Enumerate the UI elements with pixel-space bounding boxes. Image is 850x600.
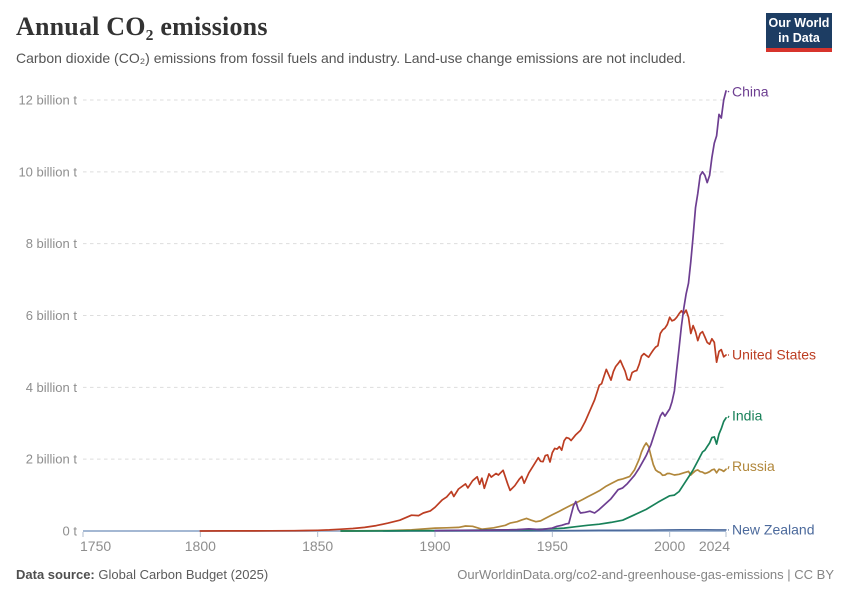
y-axis-tick-label: 6 billion t <box>26 308 78 323</box>
x-axis-tick-label: 1950 <box>537 538 568 554</box>
y-axis-tick-label: 2 billion t <box>26 452 78 467</box>
y-axis-tick-label: 8 billion t <box>26 236 78 251</box>
series-line-united-states <box>199 309 727 532</box>
owid-logo-line2: in Data <box>778 31 820 45</box>
series-connector-russia <box>727 466 730 470</box>
series-label-russia: Russia <box>732 458 775 474</box>
chart-footer: Data source: Global Carbon Budget (2025)… <box>16 567 834 582</box>
owid-logo-line1: Our World <box>768 16 830 30</box>
y-axis-tick-label: 4 billion t <box>26 380 78 395</box>
y-axis-tick-label: 0 t <box>63 524 78 539</box>
license-link[interactable]: OurWorldinData.org/co2-and-greenhouse-ga… <box>457 567 834 582</box>
series-line-russia <box>340 442 727 532</box>
series-label-new-zealand: New Zealand <box>732 522 815 538</box>
data-source-value: Global Carbon Budget (2025) <box>98 567 269 582</box>
x-axis-tick-label: 1750 <box>80 538 111 554</box>
y-axis-tick-label: 10 billion t <box>18 164 77 179</box>
x-axis-tick-label: 2000 <box>654 538 685 554</box>
chart-title: Annual CO₂ emissions <box>16 12 268 41</box>
x-axis-tick-label: 2024 <box>699 538 730 554</box>
data-source: Data source: Global Carbon Budget (2025) <box>16 567 268 582</box>
x-axis-tick-label: 1800 <box>185 538 216 554</box>
series-line-china <box>434 90 727 532</box>
chart-subtitle: Carbon dioxide (CO₂) emissions from foss… <box>16 49 686 66</box>
series-label-united-states: United States <box>732 347 816 363</box>
y-axis-tick-label: 12 billion t <box>18 93 77 108</box>
series-label-china: China <box>732 84 769 100</box>
data-source-label: Data source: <box>16 567 95 582</box>
series-line-india <box>340 417 727 532</box>
owid-logo: Our World in Data <box>766 13 832 52</box>
series-connector-india <box>727 415 730 419</box>
series-connector-china <box>727 90 730 93</box>
x-axis-tick-label: 1850 <box>302 538 333 554</box>
chart-header: Annual CO₂ emissions Carbon dioxide (CO₂… <box>16 12 750 67</box>
series-label-india: India <box>732 408 763 424</box>
x-axis-tick-label: 1900 <box>419 538 450 554</box>
